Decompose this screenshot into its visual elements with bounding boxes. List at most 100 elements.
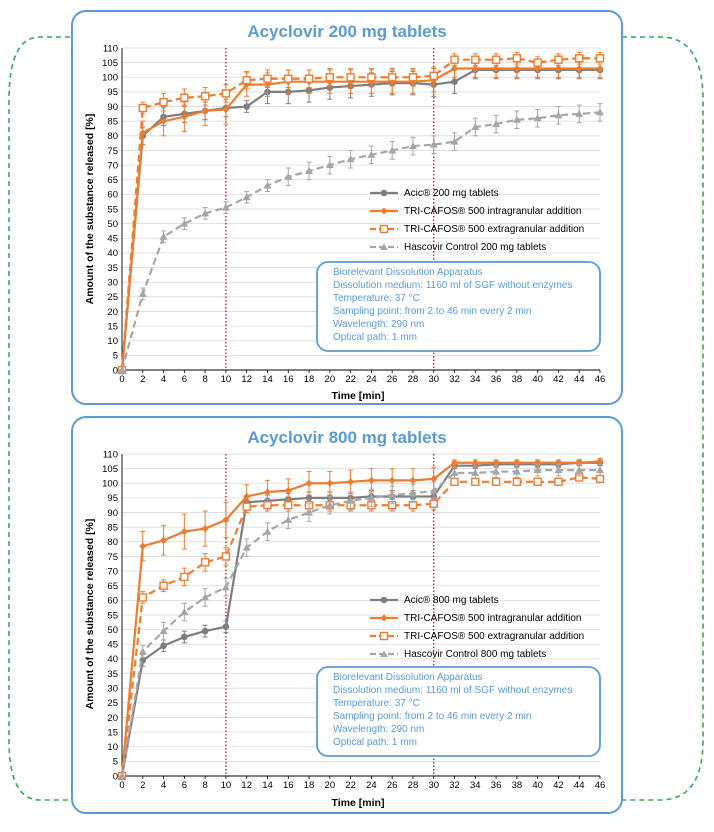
series-2-point xyxy=(409,476,417,484)
y-tick-label: 10 xyxy=(107,742,118,753)
series-2-point xyxy=(201,525,209,533)
series-4-point xyxy=(596,466,604,474)
x-tick-label: 18 xyxy=(304,374,315,385)
x-axis-title: Time [min] xyxy=(332,797,385,809)
y-tick-label: 110 xyxy=(103,43,118,54)
y-tick-label: 105 xyxy=(102,58,118,69)
series-3-point xyxy=(221,552,231,561)
y-axis-title: Amount of the substance released [%] xyxy=(84,114,96,305)
legend-entry-tricafos-extra: TRI-CAFOS® 500 extragranular addition xyxy=(370,224,584,235)
series-4-point xyxy=(408,489,417,497)
series-4-point xyxy=(284,515,293,523)
series-2-point xyxy=(326,479,334,487)
x-tick-label: 0 xyxy=(119,374,124,385)
y-tick-label: 60 xyxy=(107,596,118,607)
y-tick-label: 40 xyxy=(107,248,118,259)
series-2-point xyxy=(284,486,292,495)
series-4-point xyxy=(221,203,230,211)
y-tick-label: 30 xyxy=(107,277,118,288)
series-4-point xyxy=(138,647,147,655)
series-4-point xyxy=(305,508,314,516)
series-4-point xyxy=(388,490,397,498)
series-3-point xyxy=(200,92,210,101)
series-2-point xyxy=(139,542,147,550)
x-tick-label: 16 xyxy=(283,374,294,385)
series-4-line xyxy=(120,111,601,371)
y-tick-label: 100 xyxy=(102,479,118,490)
series-3 xyxy=(117,51,605,375)
x-tick-label: 24 xyxy=(366,780,377,791)
series-3-point xyxy=(180,572,189,582)
series-4-point xyxy=(242,543,251,551)
series-4-point xyxy=(471,469,480,477)
svg-text:Acic® 200 mg tablets: Acic® 200 mg tablets xyxy=(404,188,499,199)
svg-text:Biorelevant Dissolution Appar: Biorelevant Dissolution Apparatus xyxy=(333,267,483,278)
series-2-point xyxy=(159,117,168,125)
series-1-point xyxy=(181,633,188,641)
y-tick-label: 40 xyxy=(107,654,118,665)
green-dashed-outline xyxy=(8,36,704,801)
y-tick-label: 105 xyxy=(102,464,118,475)
series-4-point xyxy=(263,527,272,535)
x-tick-label: 26 xyxy=(387,374,398,385)
chart-title: Acyclovir 800 mg tablets xyxy=(247,428,446,447)
y-tick-label: 80 xyxy=(107,131,118,142)
svg-text:Wavelength: 290 nm: Wavelength: 290 nm xyxy=(333,319,424,330)
info-box: Biorelevant Dissolution Apparatus Dissol… xyxy=(316,666,601,757)
series-3-point xyxy=(512,477,522,487)
series-4-point xyxy=(512,115,521,123)
x-tick-label: 44 xyxy=(574,374,585,385)
series-2-point xyxy=(596,64,604,73)
series-4-point xyxy=(346,496,355,504)
x-tick-label: 8 xyxy=(202,374,207,385)
svg-text:Hascovir Control 200 mg tablet: Hascovir Control 200 mg tablets xyxy=(404,242,546,253)
svg-text:Sampling point: from 2 to 46: Sampling point: from 2 to 46 min every 2… xyxy=(333,711,531,722)
series-4-point xyxy=(367,150,376,158)
series-4-point xyxy=(533,114,542,122)
series-1-point xyxy=(201,627,209,635)
series-2-point xyxy=(575,64,583,73)
series-3-point xyxy=(200,558,210,567)
y-tick-label: 85 xyxy=(107,522,118,533)
series-4-point xyxy=(284,172,293,180)
x-tick-label: 16 xyxy=(283,780,294,791)
svg-text:TRI-CAFOS® 500 intragranular a: TRI-CAFOS® 500 intragranular addition xyxy=(404,613,581,624)
series-3-point xyxy=(471,55,480,64)
series-3-point xyxy=(450,55,459,64)
series-2 xyxy=(118,457,604,780)
series-4-point xyxy=(450,469,459,477)
y-tick-label: 50 xyxy=(107,219,118,230)
series-3-point xyxy=(575,54,584,63)
series-3-point xyxy=(533,58,542,67)
x-tick-label: 46 xyxy=(595,780,606,791)
x-tick-label: 32 xyxy=(449,780,460,791)
series-3-point xyxy=(429,71,438,81)
series-2-point xyxy=(388,476,396,484)
series-4-point xyxy=(201,209,210,217)
x-tick-label: 46 xyxy=(595,374,606,385)
x-tick-label: 32 xyxy=(449,374,460,385)
x-tick-label: 4 xyxy=(161,780,166,791)
series-4-point xyxy=(180,608,189,616)
y-tick-label: 10 xyxy=(107,336,118,347)
series-2-point xyxy=(513,64,521,73)
series-4-point xyxy=(118,366,126,373)
x-tick-label: 6 xyxy=(182,374,187,385)
x-tick-label: 2 xyxy=(140,374,145,385)
svg-text:Optical path: 1 mm: Optical path: 1 mm xyxy=(333,332,417,343)
series-4-point xyxy=(408,142,417,150)
series-4 xyxy=(118,463,604,779)
series-2-point xyxy=(201,107,209,115)
x-tick-label: 42 xyxy=(553,374,564,385)
series-1-line xyxy=(120,461,600,777)
series-3-point xyxy=(346,73,355,82)
y-tick-label: 95 xyxy=(107,87,118,98)
series-3-point xyxy=(554,477,563,487)
plot-area: 0510152025303540455055606570758085909510… xyxy=(102,449,605,791)
series-4-point xyxy=(159,627,168,635)
series-2-point xyxy=(347,478,355,486)
series-4-point xyxy=(159,232,168,240)
series-3-point xyxy=(325,73,335,82)
series-2-point xyxy=(180,527,188,536)
